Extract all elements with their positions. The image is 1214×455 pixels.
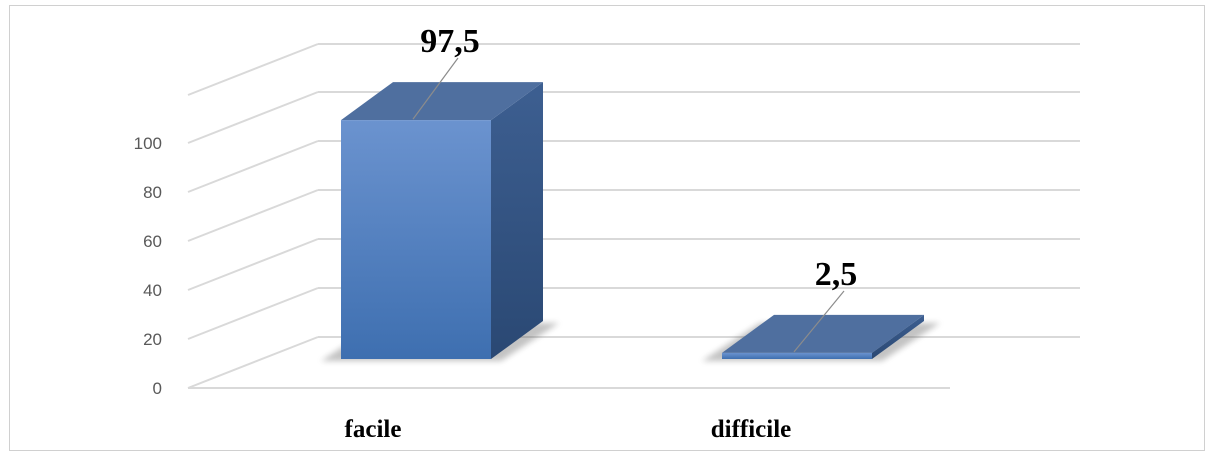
bar-side-face <box>491 82 543 359</box>
x-category-label: difficile <box>711 416 792 443</box>
leader-line <box>793 290 845 353</box>
bar-side-face <box>872 314 924 359</box>
y-axis-ticks: 0 20 40 60 80 100 <box>134 134 162 398</box>
y-tick-label: 100 <box>134 134 162 153</box>
y-tick-label: 80 <box>143 183 162 202</box>
gridline-side-40 <box>187 238 319 291</box>
bars <box>321 82 940 361</box>
y-tick-label: 20 <box>143 330 162 349</box>
leader-line <box>412 57 459 120</box>
bar-front-face <box>722 352 872 359</box>
chart-frame <box>9 5 1205 451</box>
y-tick-label: 0 <box>153 379 162 398</box>
gridline-side-100 <box>187 91 319 144</box>
x-category-label: facile <box>345 416 402 443</box>
bar-top-face <box>722 314 924 353</box>
data-labels: 97,5 2,5 <box>412 23 858 353</box>
bar-front-face <box>341 120 491 359</box>
gridline-side-top <box>187 43 319 96</box>
gridline-side-80 <box>187 140 319 193</box>
gridline-side-0 <box>187 336 319 389</box>
data-label: 2,5 <box>815 256 858 293</box>
bar-top-face <box>341 82 543 121</box>
y-tick-label: 60 <box>143 232 162 251</box>
data-label: 97,5 <box>420 23 480 60</box>
gridline-side-60 <box>187 189 319 242</box>
gridlines <box>187 43 1080 389</box>
bar-facile <box>321 82 559 361</box>
category-labels: facile difficile <box>345 416 792 443</box>
bar-difficile <box>702 314 940 361</box>
gridline-side-20 <box>187 287 319 340</box>
y-tick-label: 40 <box>143 281 162 300</box>
